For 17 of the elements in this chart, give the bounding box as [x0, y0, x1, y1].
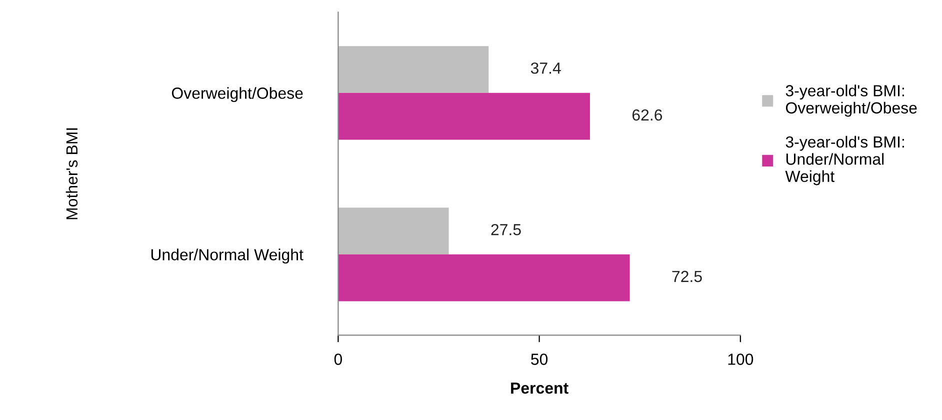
- y-tick-label: Under/Normal Weight: [151, 248, 304, 264]
- y-axis-title: Mother's BMI: [66, 128, 78, 220]
- x-axis-title: Percent: [511, 382, 568, 394]
- data-label: 27.5: [491, 224, 521, 236]
- data-label: 62.6: [632, 109, 662, 121]
- legend-label: 3-year-old's BMI: Overweight/Obese: [786, 84, 917, 117]
- y-tick-label: Overweight/Obese: [172, 87, 303, 102]
- bar: [338, 208, 449, 254]
- bar: [338, 254, 630, 302]
- bar: [338, 46, 489, 93]
- x-tick-label: 0: [334, 354, 342, 365]
- x-tick-label: 100: [728, 354, 754, 365]
- bar: [338, 92, 590, 140]
- x-tick-label: 50: [531, 354, 548, 365]
- legend-label: 3-year-old's BMI: Under/Normal Weight: [785, 136, 904, 186]
- data-label: 72.5: [672, 270, 702, 282]
- data-label: 37.4: [530, 62, 561, 74]
